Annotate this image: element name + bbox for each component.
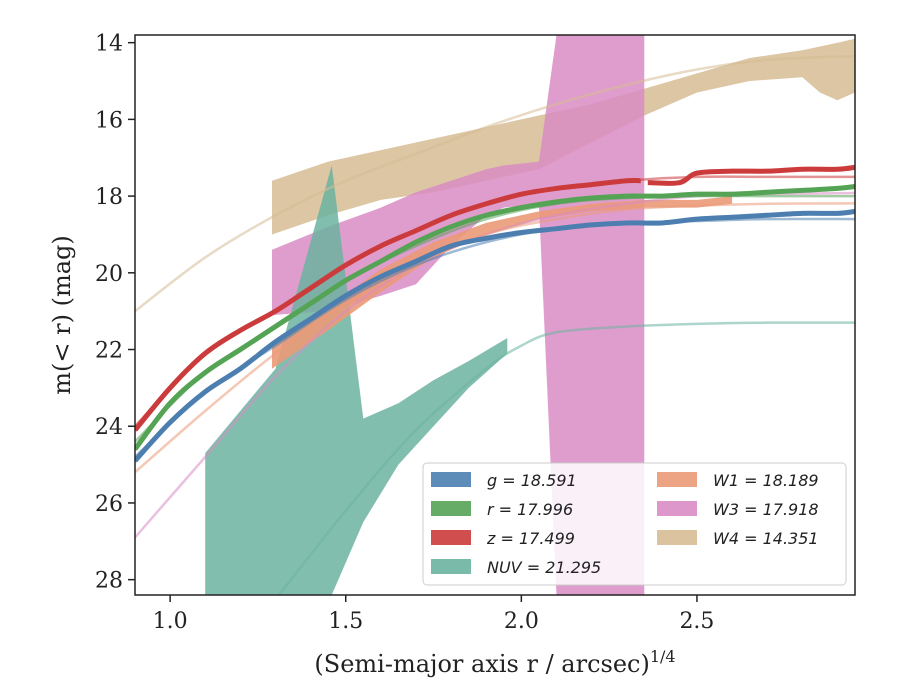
legend-frame: [422, 462, 847, 586]
legend-label: r = 17.996: [487, 500, 573, 519]
y-axis-label: m(< r) (mag): [48, 235, 76, 394]
x-tick-label: 2.5: [679, 609, 714, 634]
legend: g = 18.591 r = 17.996 z = 17.499 NUV = 21.2…: [422, 462, 847, 586]
profile-lines: [135, 164, 855, 463]
nuv-model-curve: [277, 321, 855, 595]
legend-swatch: [431, 472, 471, 487]
y-tick-label: 16: [95, 108, 123, 133]
y-tick-label: 28: [95, 569, 123, 594]
legend-label: W1 = 18.189: [713, 471, 819, 490]
w4-model-curve: [135, 54, 855, 313]
band-nuv: [205, 165, 508, 595]
legend-swatch: [431, 530, 471, 545]
legend-swatch: [431, 559, 471, 574]
band-w3: [272, 35, 645, 595]
g-profile-line: [135, 208, 855, 463]
plot-frame: [134, 34, 856, 596]
legend-swatch: [657, 501, 697, 516]
x-tick-label: 2.0: [504, 609, 539, 634]
y-axis: 14 16 18 20 22 24 26 28: [95, 32, 135, 594]
x-axis-label: (Semi-major axis r / arcsec)1/4: [314, 647, 675, 678]
legend-swatch: [657, 530, 697, 545]
y-tick-label: 14: [95, 32, 123, 57]
r-profile-line: [135, 184, 855, 451]
legend-swatch: [657, 472, 697, 487]
error-bands: [205, 35, 855, 595]
w1-model-curve: [135, 202, 855, 474]
band-w1: [272, 196, 733, 369]
y-tick-label: 24: [95, 415, 123, 440]
z-profile-line: [135, 177, 641, 432]
x-tick-label: 1.0: [153, 609, 188, 634]
y-tick-label: 22: [95, 339, 123, 364]
legend-label: W3 = 17.918: [713, 500, 819, 519]
x-tick-label: 1.5: [328, 609, 363, 634]
legend-label: g = 18.591: [487, 471, 577, 490]
z-outer-profile-line: [647, 164, 855, 186]
y-tick-label: 18: [95, 185, 123, 210]
legend-label: NUV = 21.295: [487, 558, 601, 577]
y-tick-label: 26: [95, 492, 123, 517]
y-tick-label: 20: [95, 262, 123, 287]
legend-swatch: [431, 501, 471, 516]
x-axis: 1.0 1.5 2.0 2.5: [153, 595, 714, 634]
legend-label: W4 = 14.351: [713, 529, 819, 548]
legend-label: z = 17.499: [486, 529, 575, 548]
